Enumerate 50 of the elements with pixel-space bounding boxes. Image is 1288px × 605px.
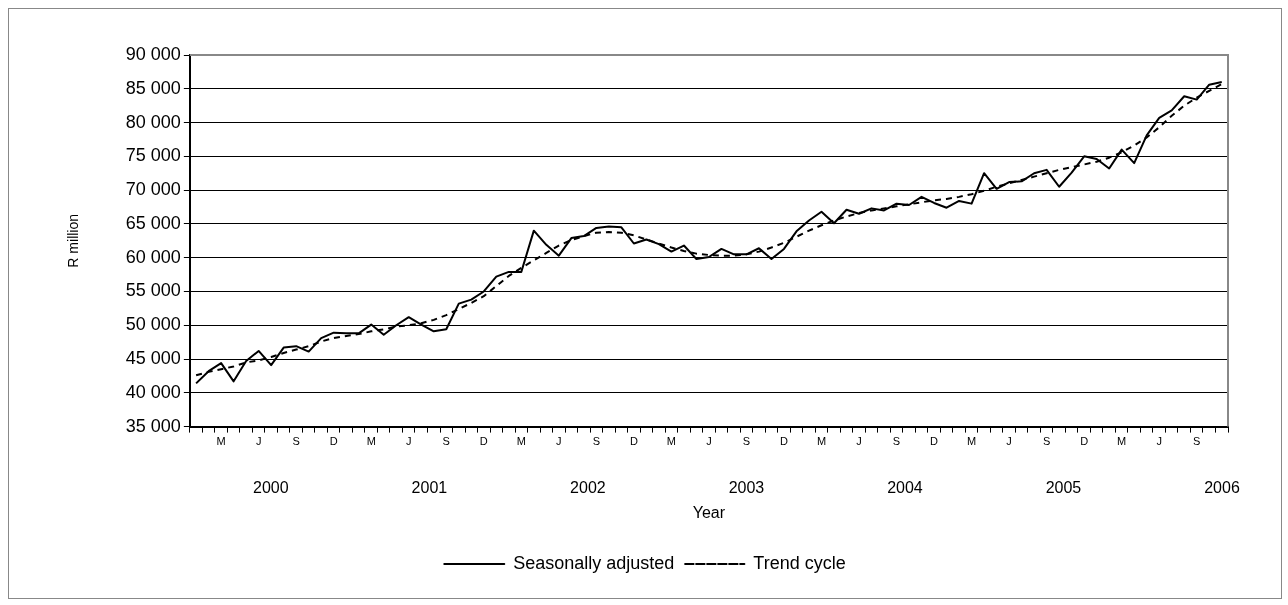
- y-tick-label: 70 000: [125, 179, 181, 200]
- text: 2006: [1204, 479, 1240, 497]
- x-tick-label: D: [930, 435, 939, 448]
- x-tick-label: J: [255, 435, 262, 448]
- x-tick-label: M: [216, 435, 226, 448]
- x-tick-label: S: [892, 435, 901, 448]
- legend-label: Seasonally adjusted: [513, 552, 675, 573]
- y-tick-label: 90 000: [125, 43, 181, 64]
- x-tick-label: D: [329, 435, 338, 448]
- y-tick-label: 65 000: [125, 212, 181, 233]
- x-tick-label: D: [479, 435, 488, 448]
- x-axis-title: Year: [692, 503, 726, 521]
- x-tick-label: J: [1006, 435, 1012, 448]
- x-tick-label: S: [292, 435, 300, 448]
- legend-label: Trend cycle: [753, 552, 846, 573]
- text: 2003: [728, 479, 765, 497]
- x-tick-label: M: [967, 435, 977, 448]
- x-tick-label: M: [516, 435, 526, 448]
- y-tick-label: 80 000: [125, 111, 181, 132]
- x-tick-label: S: [1042, 435, 1051, 448]
- x-tick-label: M: [666, 435, 676, 448]
- x-tick-label: D: [629, 435, 638, 448]
- x-tick-label: S: [742, 435, 751, 448]
- x-tick-label: J: [1156, 435, 1162, 448]
- text: 2001: [411, 479, 448, 497]
- text: 2005: [1045, 479, 1082, 497]
- x-tick-label: S: [592, 435, 601, 448]
- y-tick-label: 85 000: [125, 77, 181, 98]
- x-tick-label: J: [556, 435, 562, 448]
- x-tick-label: J: [856, 435, 862, 448]
- text: 2004: [887, 479, 923, 497]
- text: 2002: [570, 479, 606, 497]
- x-tick-label: S: [1193, 435, 1201, 448]
- x-tick-label: J: [706, 435, 712, 448]
- y-tick-label: 50 000: [125, 314, 181, 335]
- x-tick-label: M: [366, 435, 376, 448]
- y-tick-label: 75 000: [125, 145, 181, 166]
- y-tick-label: 55 000: [125, 280, 181, 301]
- x-tick-label: D: [1080, 435, 1089, 448]
- y-tick-label: 35 000: [125, 415, 181, 436]
- y-tick-label: 60 000: [125, 246, 181, 267]
- x-tick-label: S: [442, 435, 450, 448]
- y-axis-title: R million: [65, 213, 82, 268]
- text: 2000: [253, 479, 289, 497]
- x-tick-label: D: [780, 435, 788, 448]
- x-tick-label: M: [816, 435, 827, 448]
- y-tick-label: 45 000: [125, 348, 181, 369]
- x-tick-label: J: [405, 435, 412, 448]
- x-tick-label: M: [1117, 435, 1127, 448]
- y-tick-label: 40 000: [125, 381, 181, 402]
